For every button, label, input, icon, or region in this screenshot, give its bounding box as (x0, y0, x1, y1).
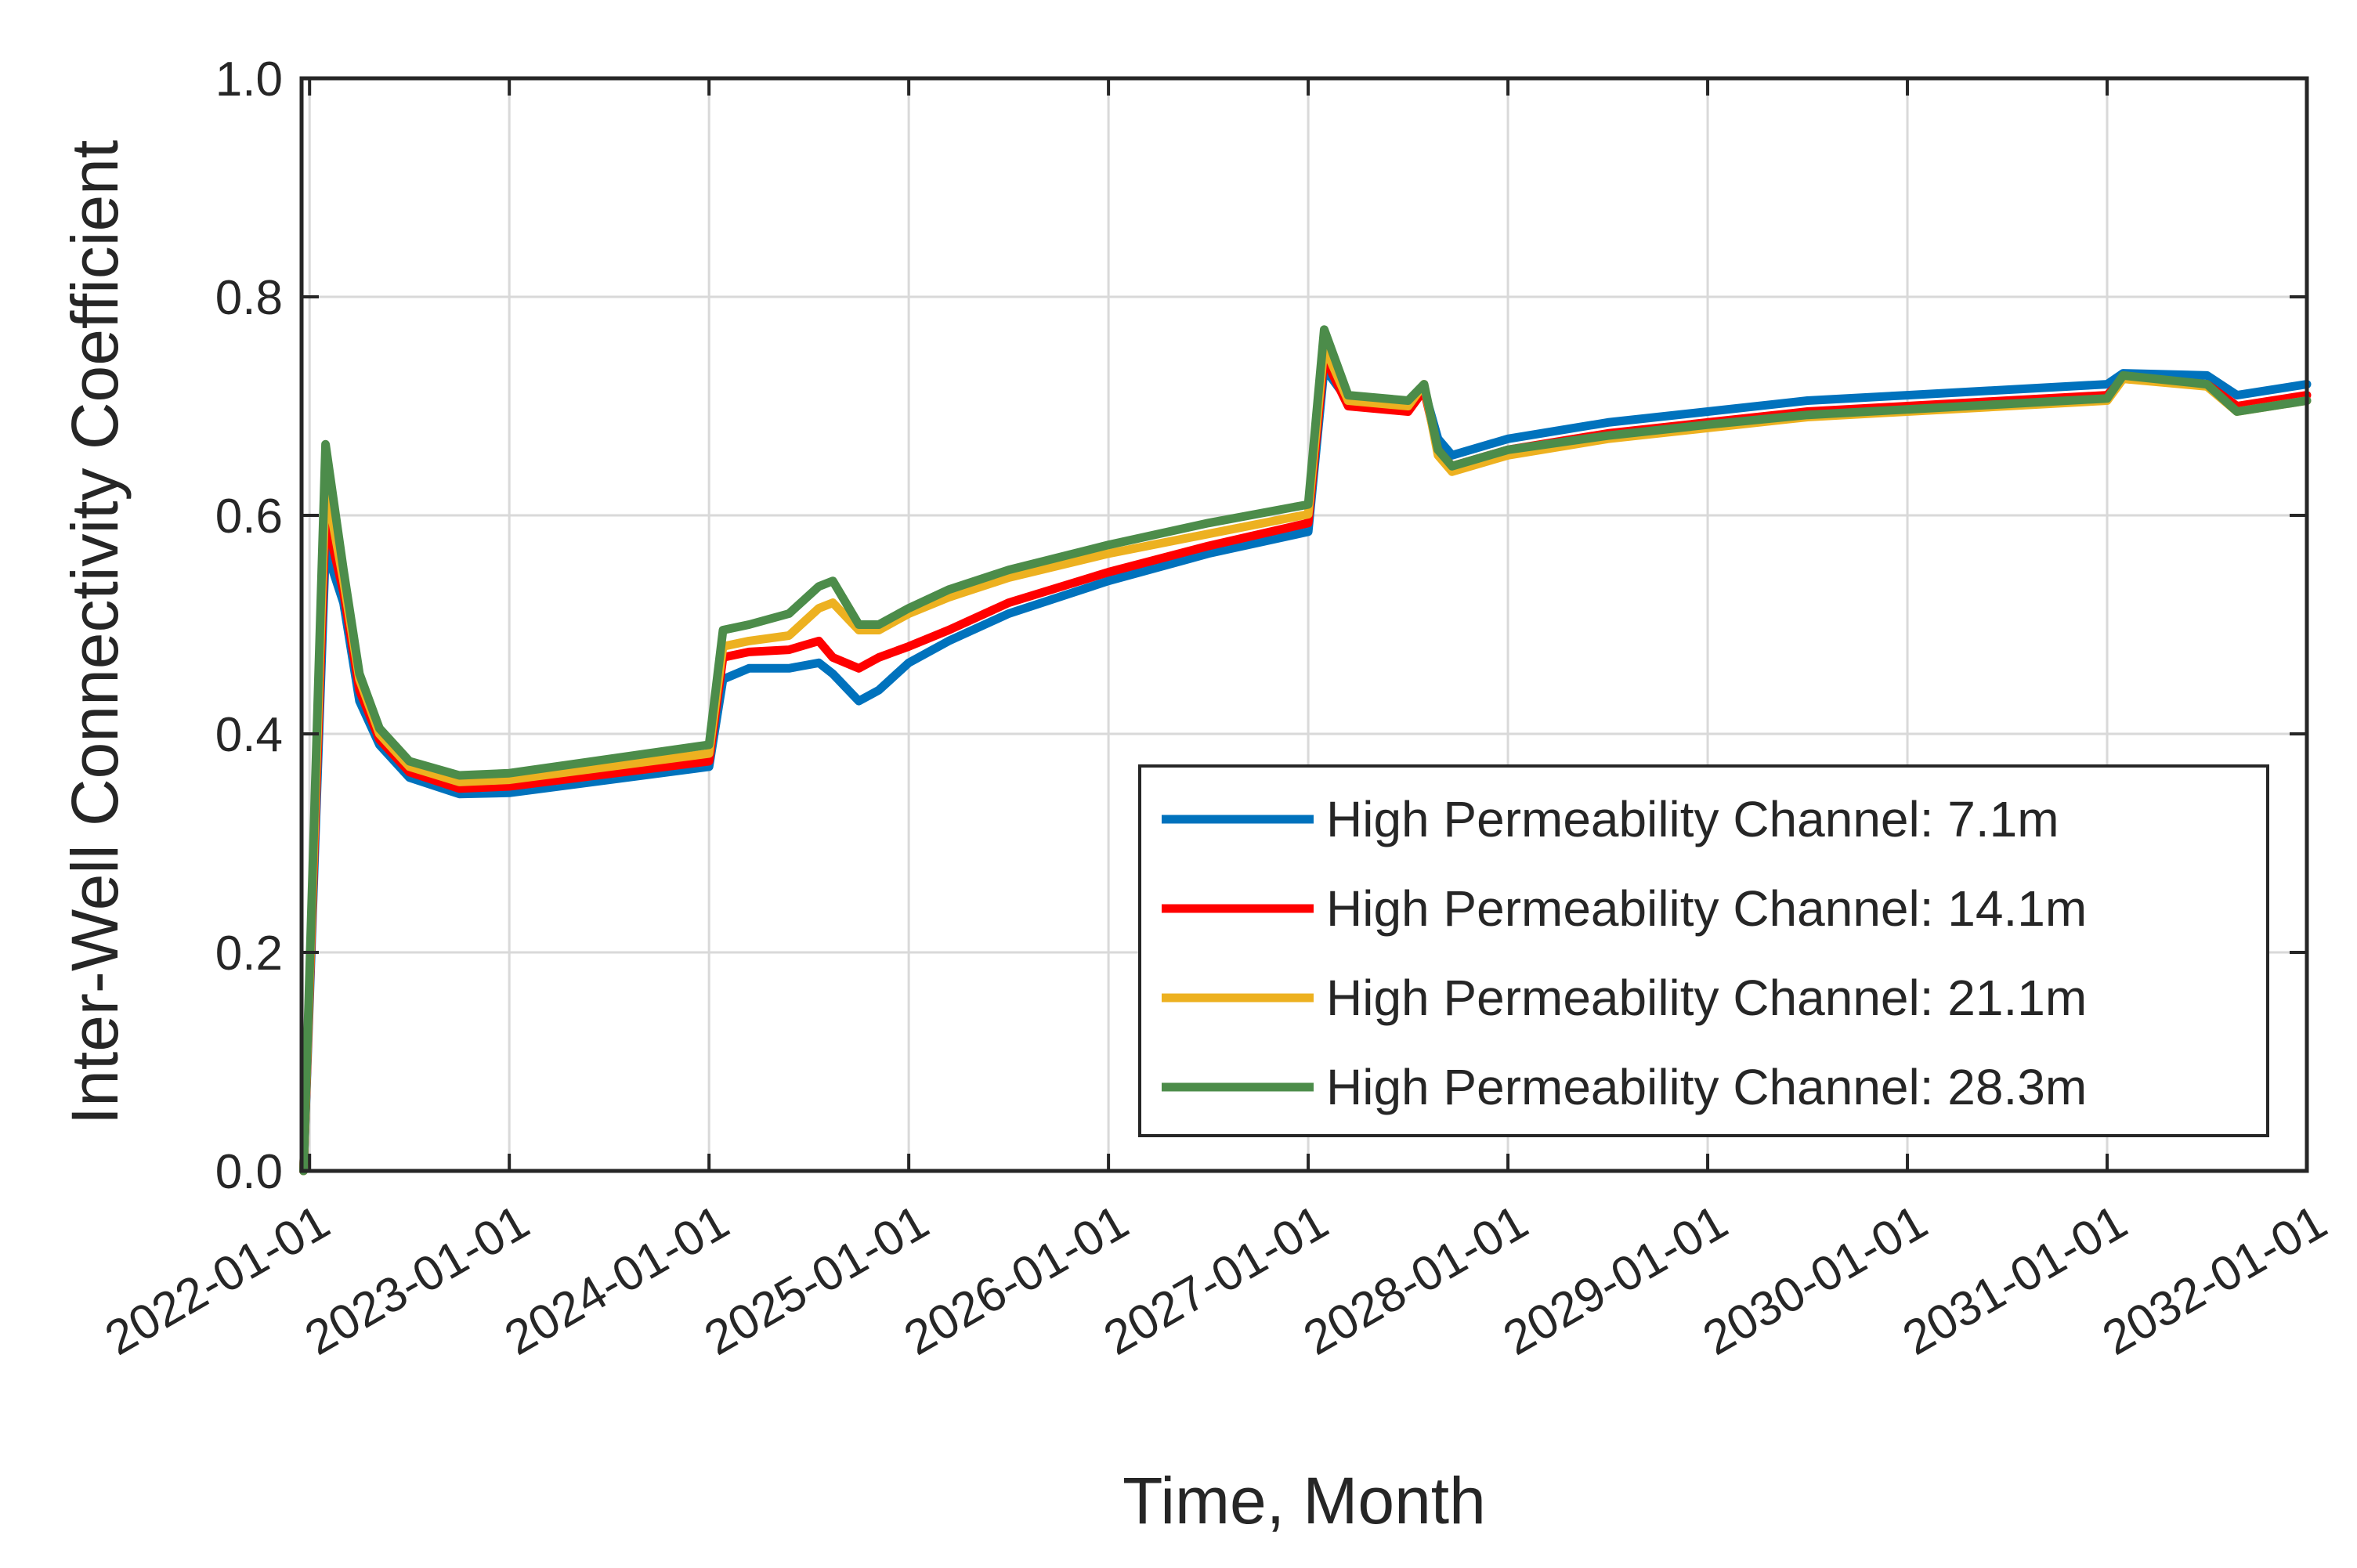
y-tick-label: 0.8 (215, 271, 283, 325)
y-tick-label: 0.6 (215, 490, 283, 544)
legend: High Permeability Channel: 7.1m High Perm… (1138, 764, 2269, 1137)
plot-border (299, 76, 2309, 1173)
y-tick-label: 0.4 (215, 708, 283, 762)
series-line-4 (299, 325, 2312, 1176)
y-tick-label: 1.0 (215, 52, 283, 107)
y-tick-labels: 0.0 0.2 0.4 0.6 0.8 1.0 (215, 52, 283, 1199)
legend-label-1: High Permeability Channel: 7.1m (1326, 791, 2059, 847)
series-line-1 (299, 363, 2312, 1176)
axis-ticks (302, 77, 2308, 1172)
y-tick-label: 0.0 (215, 1145, 283, 1199)
series-lines (299, 325, 2312, 1176)
x-axis-title: Time, Month (1122, 1464, 1486, 1537)
legend-label-4: High Permeability Channel: 28.3m (1326, 1059, 2087, 1115)
y-tick-label: 0.2 (215, 927, 283, 981)
legend-label-3: High Permeability Channel: 21.1m (1326, 970, 2087, 1026)
legend-box (1138, 764, 2269, 1137)
legend-label-2: High Permeability Channel: 14.1m (1326, 880, 2087, 937)
y-axis-title: Inter-Well Connectivity Coefficient (58, 140, 132, 1125)
